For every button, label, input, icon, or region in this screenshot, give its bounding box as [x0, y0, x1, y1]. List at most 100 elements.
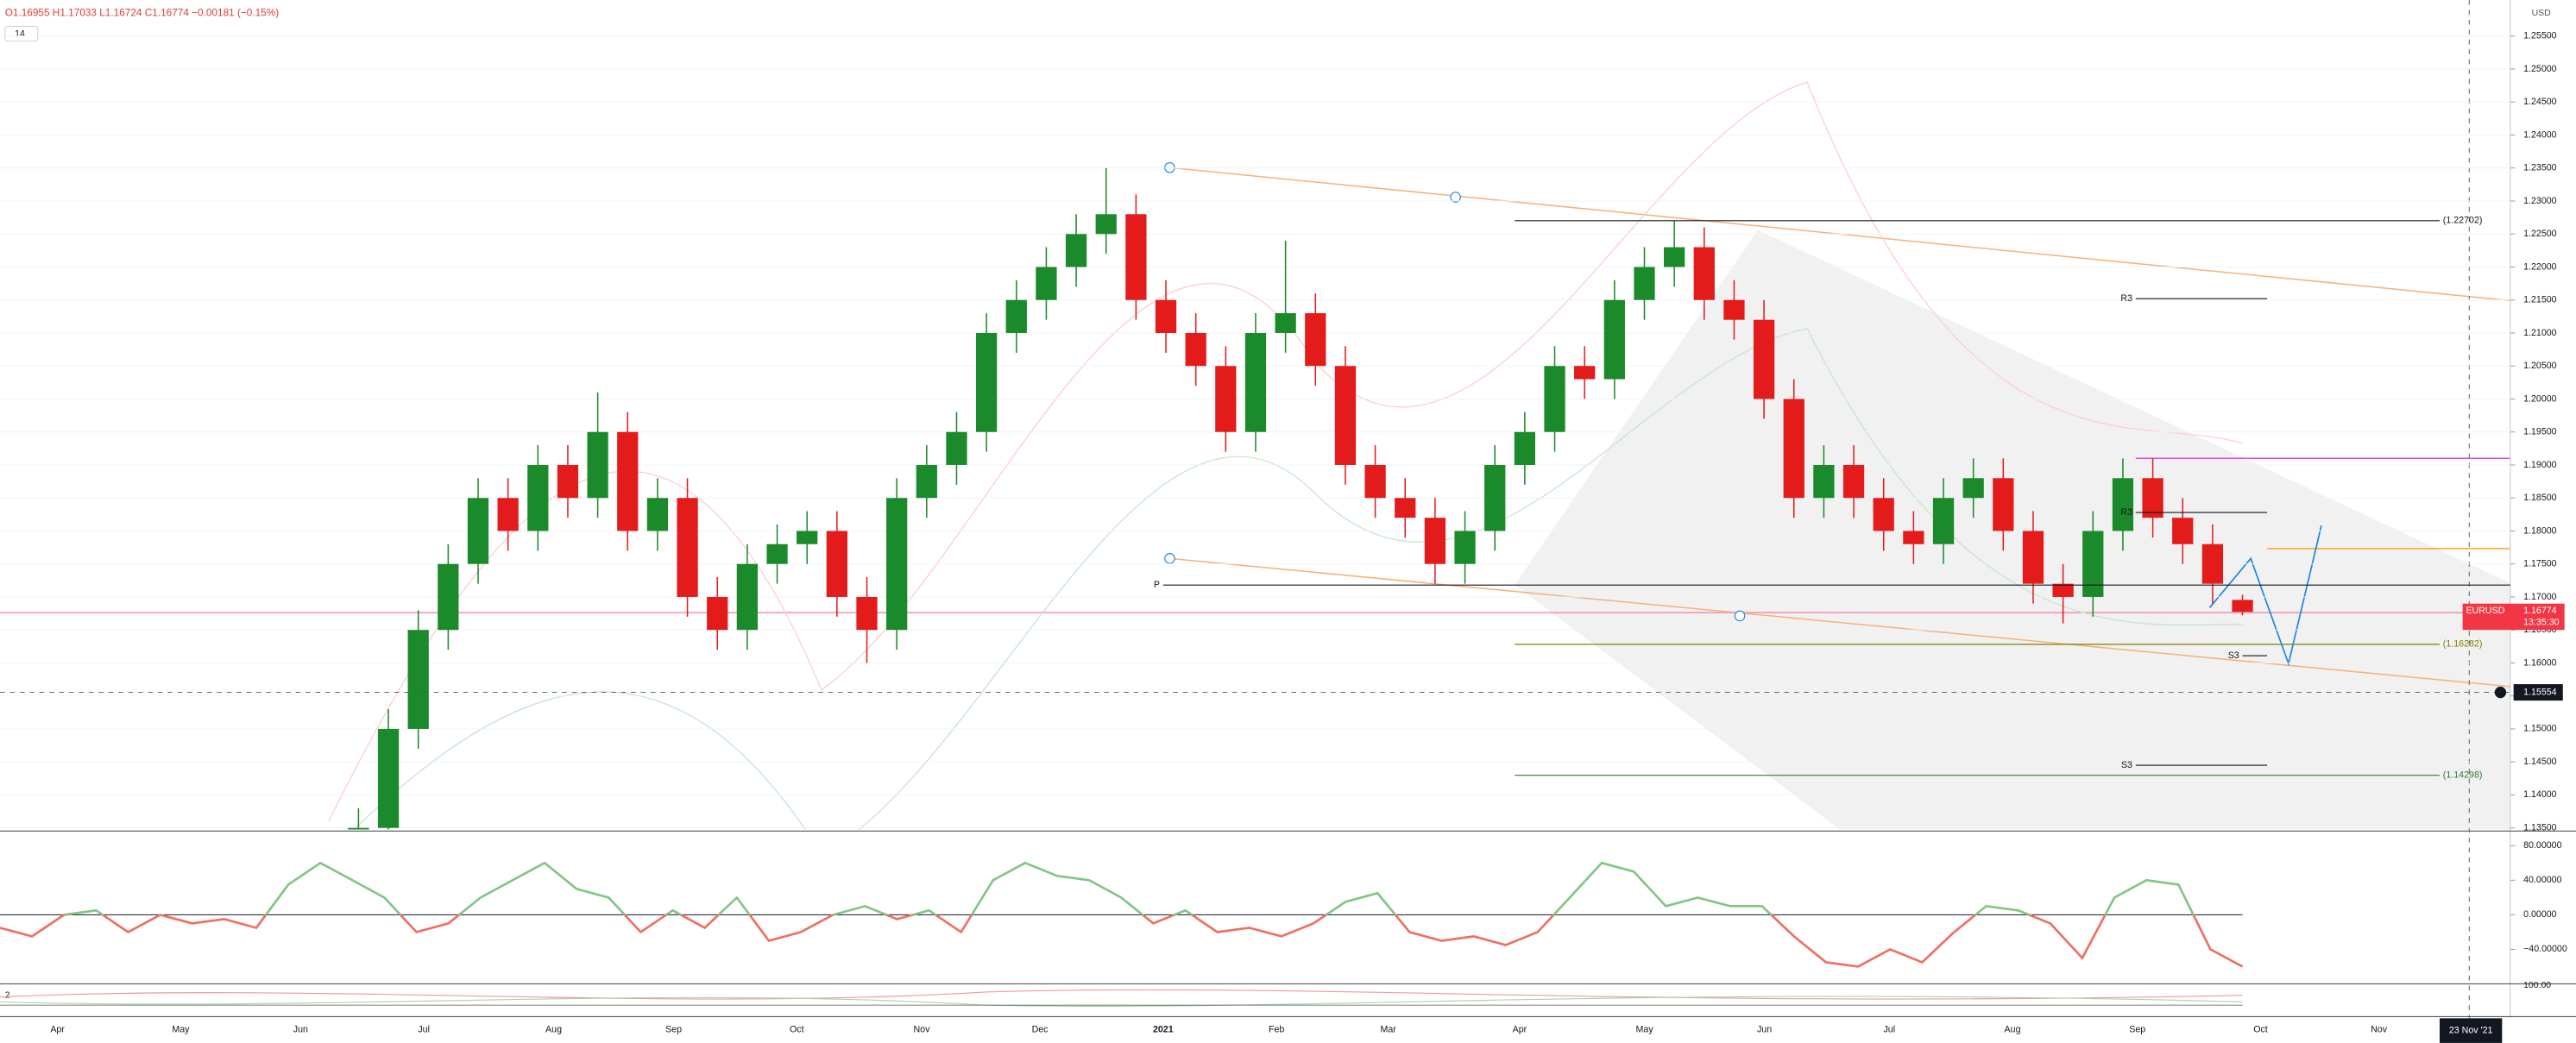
- y-tick-label: 1.21000: [2523, 328, 2557, 338]
- ohlc-legend: O1.16955 H1.17033 L1.16724 C1.16774 −0.0…: [5, 6, 280, 18]
- candle-body: [1962, 478, 1984, 499]
- candle-body: [1783, 399, 1804, 499]
- band: [328, 81, 2243, 822]
- candle-body: [1065, 234, 1087, 267]
- y-tick-label: 1.17500: [2523, 559, 2557, 569]
- y-tick-label: −40.00000: [2523, 944, 2567, 954]
- candle-body: [1424, 518, 1446, 564]
- candle-body: [1155, 299, 1177, 333]
- y-tick-label: 1.16000: [2523, 657, 2557, 668]
- candle-body: [646, 498, 669, 531]
- candle-body: [916, 464, 937, 499]
- candle-body: [1932, 498, 1955, 544]
- candle-body: [2052, 583, 2074, 597]
- crosshair-button: [2494, 686, 2507, 699]
- candle-body: [707, 596, 728, 631]
- candle-body: [946, 431, 967, 465]
- x-tick-label: Feb: [1269, 1025, 1284, 1035]
- x-tick-label: Nov: [2371, 1025, 2388, 1035]
- candle-body: [1334, 366, 1357, 465]
- y-tick-label: 1.13500: [2523, 822, 2557, 833]
- candle-body: [2201, 543, 2224, 584]
- pane-tick: 100.00: [2523, 981, 2551, 990]
- x-tick-label: Oct: [2253, 1025, 2268, 1035]
- level-label: R3: [2120, 507, 2132, 518]
- candle-body: [1244, 332, 1267, 432]
- candle-body: [1903, 531, 1924, 544]
- interval[interactable]: 14: [15, 29, 25, 39]
- countdown: 13:35:30: [2523, 617, 2560, 627]
- x-tick-label: Aug: [2005, 1025, 2021, 1035]
- trend-line: [1169, 557, 2510, 688]
- y-tick-label: 1.23000: [2523, 196, 2557, 206]
- x-tick-label: Jul: [1883, 1025, 1895, 1035]
- candle-body: [617, 431, 639, 531]
- candle-body: [1753, 319, 1775, 399]
- candle-body: [1305, 313, 1326, 367]
- interval-button[interactable]: [4, 26, 39, 42]
- y-tick-label: 1.14500: [2523, 757, 2557, 767]
- x-tick-label: Apr: [50, 1025, 65, 1035]
- candle-body: [1185, 332, 1206, 367]
- y-tick-label: 1.25500: [2523, 31, 2557, 41]
- candle-body: [2142, 478, 2163, 518]
- candle-body: [407, 630, 429, 729]
- candle-body: [1544, 366, 1565, 432]
- symbol-tag: EURUSD: [2466, 606, 2504, 616]
- candle-body: [826, 531, 847, 597]
- level-label: (1.22702): [2443, 216, 2483, 226]
- handle: [1164, 553, 1175, 564]
- handle: [1164, 161, 1175, 173]
- level-label: R3: [2120, 293, 2132, 304]
- candle-body: [1484, 464, 1506, 531]
- x-tick-label: 2021: [1153, 1025, 1174, 1035]
- x-tick-label: Aug: [545, 1025, 562, 1035]
- candle-body: [1842, 464, 1865, 499]
- candle-body: [1873, 498, 1894, 531]
- candle-body: [1005, 299, 1027, 333]
- x-tick-label: Oct: [790, 1025, 804, 1035]
- candle-body: [438, 563, 459, 631]
- candle-body: [1813, 464, 1835, 499]
- candle-body: [1603, 299, 1625, 380]
- candles: [318, 167, 2253, 894]
- candle-body: [1125, 214, 1147, 300]
- x-tick-label: Dec: [1032, 1025, 1049, 1035]
- level-label: (1.14298): [2443, 770, 2483, 780]
- x-tick-label: Jul: [418, 1025, 430, 1035]
- y-tick-label: 1.21500: [2523, 295, 2557, 305]
- candle-body: [1514, 431, 1535, 465]
- x-tick-label: Sep: [2129, 1025, 2145, 1035]
- x-tick-label: Nov: [913, 1025, 930, 1035]
- candle-body: [1454, 531, 1476, 564]
- candle-body: [2172, 518, 2194, 544]
- y-tick-label: 1.24000: [2523, 129, 2557, 140]
- currency[interactable]: USD: [2532, 9, 2552, 18]
- last-price: 1.16774: [2523, 606, 2557, 616]
- y-tick-label: 1.25000: [2523, 64, 2557, 74]
- candle-body: [1693, 247, 1715, 300]
- x-tick-label: Jun: [1757, 1025, 1772, 1035]
- y-tick-label: 1.22000: [2523, 261, 2557, 272]
- x-tick-label: May: [172, 1025, 190, 1035]
- candle-body: [497, 498, 519, 531]
- price-tag: [2462, 603, 2565, 631]
- candle-body: [886, 498, 908, 631]
- candle-body: [1036, 267, 1057, 300]
- candle-body: [587, 431, 608, 499]
- candle-body: [1395, 498, 1416, 518]
- candle-body: [1723, 299, 1745, 320]
- candle-body: [1215, 366, 1237, 432]
- y-tick-label: 1.19000: [2523, 460, 2557, 470]
- candle-body: [318, 874, 339, 894]
- x-tick-label: May: [1636, 1025, 1654, 1035]
- y-tick-label: 1.19500: [2523, 427, 2557, 437]
- candle-body: [2022, 531, 2044, 584]
- y-tick-label: 1.24500: [2523, 97, 2557, 107]
- candle-body: [975, 332, 998, 432]
- crosshair-label: 1.15554: [2523, 687, 2557, 697]
- candle-body: [467, 498, 489, 564]
- cursor-date: 23 Nov '21: [2449, 1025, 2493, 1035]
- y-tick-label: 1.20500: [2523, 361, 2557, 371]
